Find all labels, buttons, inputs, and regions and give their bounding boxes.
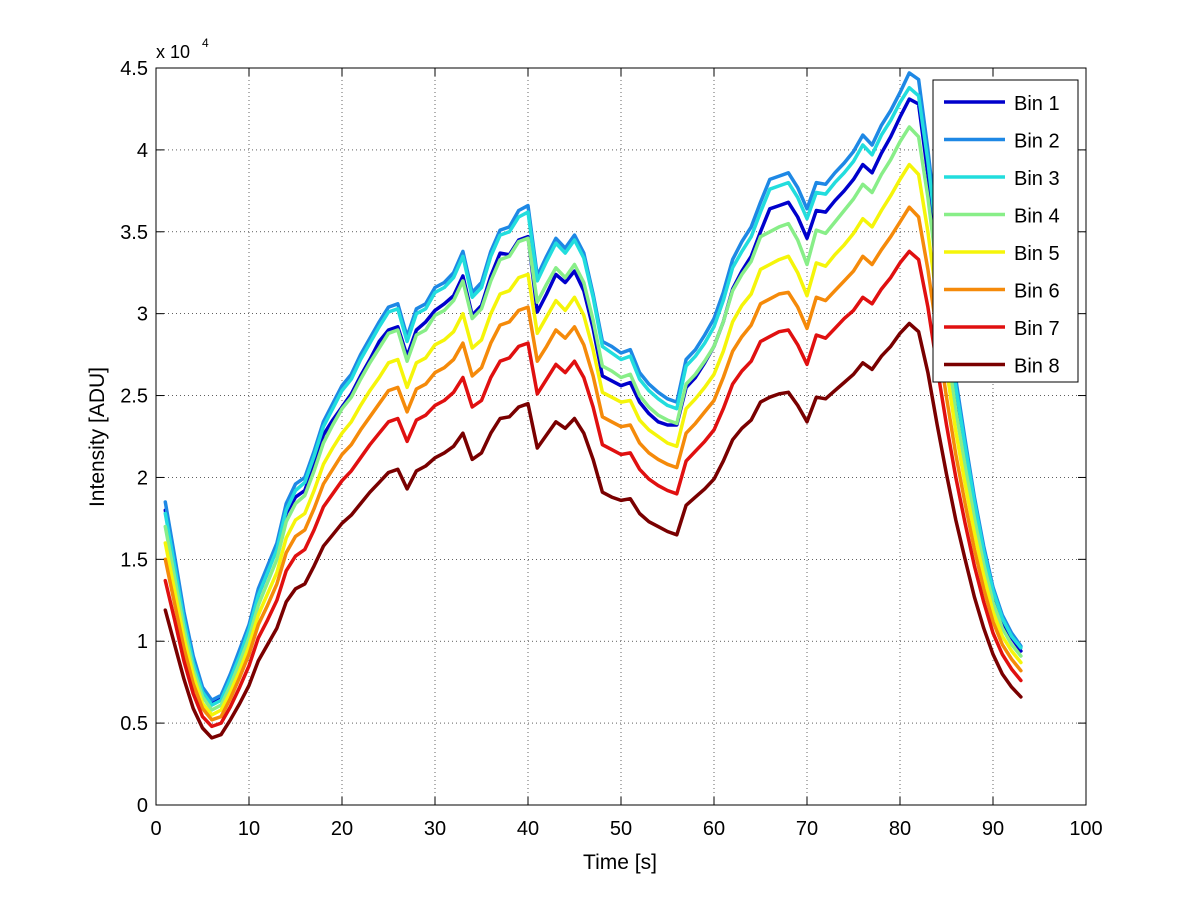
series-line-3 (163, 85, 1023, 707)
y-tick-label: 2 (137, 467, 148, 489)
legend-label-4: Bin 4 (1014, 206, 1060, 228)
x-tick-label: 90 (982, 818, 1004, 840)
legend-label-8: Bin 8 (1014, 356, 1060, 378)
x-tick-label: 100 (1069, 818, 1102, 840)
y-tick-label: 2.5 (120, 386, 148, 408)
legend-label-5: Bin 5 (1014, 243, 1060, 265)
series-line-7 (163, 249, 1023, 729)
x-tick-label: 40 (517, 818, 539, 840)
y-tick-label: 4.5 (120, 58, 148, 80)
y-tick-label: 0.5 (120, 713, 148, 735)
series-line-8 (163, 321, 1023, 740)
x-tick-label: 80 (889, 818, 911, 840)
y-tick-label: 4 (137, 140, 148, 162)
legend-label-6: Bin 6 (1014, 281, 1060, 303)
legend-label-2: Bin 2 (1014, 131, 1060, 153)
series-lines (163, 71, 1023, 740)
y-exponent-label: x 10 (156, 42, 190, 62)
grid-lines (156, 68, 1086, 805)
x-tick-label: 30 (424, 818, 446, 840)
x-tick-label: 10 (238, 818, 260, 840)
x-tick-label: 20 (331, 818, 353, 840)
series-line-6 (163, 205, 1023, 722)
y-tick-label: 0 (137, 795, 148, 817)
legend: Bin 1 Bin 2 Bin 3 Bin 4 Bin 5 Bin 6 Bin 7 Bin 8 (932, 79, 1079, 383)
tick-marks (155, 67, 1087, 806)
legend-label-7: Bin 7 (1014, 318, 1060, 340)
series-line-5 (163, 162, 1023, 717)
tick-labels: 0 10 20 30 40 50 60 70 80 90 100 0 0.5 1 1.5 2 2.5 3 3.5 4 4… (120, 58, 1103, 840)
legend-label-3: Bin 3 (1014, 168, 1060, 190)
legend-label-1: Bin 1 (1014, 93, 1060, 115)
x-tick-label: 50 (610, 818, 632, 840)
x-tick-label: 0 (150, 818, 161, 840)
y-tick-label: 1 (137, 631, 148, 653)
y-axis-title: Intensity [ADU] (86, 367, 109, 507)
x-axis-title: Time [s] (583, 851, 657, 874)
y-tick-label: 1.5 (120, 549, 148, 571)
x-tick-label: 70 (796, 818, 818, 840)
x-tick-label: 60 (703, 818, 725, 840)
y-tick-label: 3 (137, 304, 148, 326)
y-exponent-power: 4 (202, 36, 209, 50)
y-tick-label: 3.5 (120, 222, 148, 244)
series-line-4 (163, 125, 1023, 712)
legend-box (932, 79, 1079, 383)
